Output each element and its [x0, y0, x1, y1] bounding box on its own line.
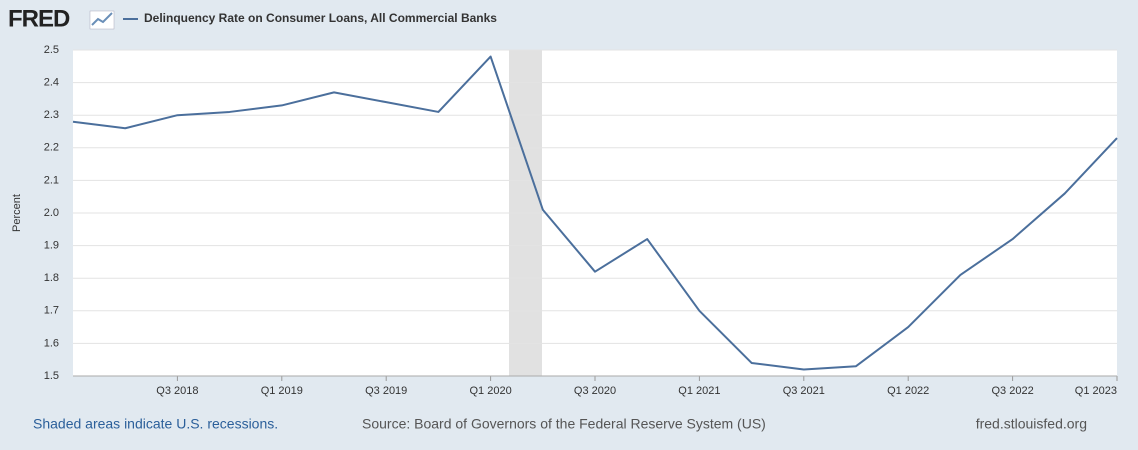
- y-tick-label: 2.1: [44, 174, 59, 186]
- x-tick-label: Q1 2019: [261, 385, 303, 397]
- x-tick-label: Q3 2018: [156, 385, 198, 397]
- site-link[interactable]: fred.stlouisfed.org: [976, 416, 1087, 432]
- x-tick-label: Q1 2021: [678, 385, 720, 397]
- y-tick-label: 2.2: [44, 142, 59, 154]
- x-tick-label: Q3 2019: [365, 385, 407, 397]
- y-tick-label: 1.8: [44, 272, 59, 284]
- y-tick-label: 1.6: [44, 337, 59, 349]
- recession-note[interactable]: Shaded areas indicate U.S. recessions.: [33, 416, 278, 432]
- source: Source: Board of Governors of the Federa…: [362, 416, 766, 432]
- y-axis-label: Percent: [11, 194, 23, 232]
- legend-label: Delinquency Rate on Consumer Loans, All …: [144, 11, 497, 25]
- y-tick-label: 1.5: [44, 370, 59, 382]
- x-tick-label: Q3 2020: [574, 385, 616, 397]
- x-tick-label: Q3 2022: [991, 385, 1033, 397]
- x-tick-label: Q1 2022: [887, 385, 929, 397]
- y-tick-label: 1.7: [44, 305, 59, 317]
- logo: FRED: [8, 5, 70, 32]
- y-tick-label: 2.5: [44, 44, 59, 56]
- x-tick-label: Q1 2020: [469, 385, 511, 397]
- y-tick-label: 2.3: [44, 109, 59, 121]
- x-tick-label: Q1 2023: [1075, 385, 1117, 397]
- logo-icon: [89, 10, 115, 30]
- y-tick-label: 2.0: [44, 207, 59, 219]
- y-tick-label: 2.4: [44, 77, 59, 89]
- x-tick-label: Q3 2021: [783, 385, 825, 397]
- data-line: [72, 55, 1118, 371]
- y-tick-label: 1.9: [44, 240, 59, 252]
